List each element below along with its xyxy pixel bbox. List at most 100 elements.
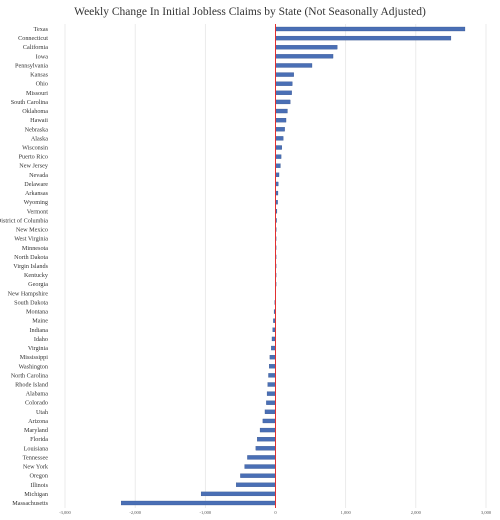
category-label: Oregon [29, 473, 48, 480]
bar [259, 427, 276, 433]
bar [269, 364, 276, 369]
category-label: Illinois [30, 482, 48, 489]
category-label: Iowa [36, 53, 49, 60]
category-label: North Carolina [11, 372, 49, 379]
bar [271, 345, 276, 351]
bar [275, 90, 292, 95]
category-label: Maryland [24, 427, 49, 434]
bar [275, 81, 293, 86]
bar [266, 391, 276, 396]
category-label: Minnesota [22, 245, 48, 252]
category-label: Georgia [28, 281, 48, 288]
bar [271, 336, 276, 342]
category-label: Alaska [31, 135, 48, 142]
category-label: Colorado [25, 400, 48, 407]
category-label: Washington [19, 363, 48, 370]
bar [275, 136, 284, 141]
category-label: Vermont [27, 208, 49, 215]
category-label-layer: Texas Connecticut California Iowa Pennsylvan… [0, 26, 49, 507]
bar [247, 455, 276, 460]
bar [266, 400, 276, 405]
bar [275, 99, 291, 105]
category-label: Connecticut [18, 35, 48, 42]
category-label: Kansas [30, 72, 48, 79]
category-label: New Hampshire [8, 290, 49, 297]
category-label: Rhode Island [15, 382, 49, 389]
category-label: Alabama [26, 391, 49, 398]
category-label: Wyoming [24, 199, 48, 206]
category-label: California [23, 44, 48, 51]
x-tick-label: 3,000 [481, 510, 492, 516]
x-tick-layer: -3,000 -2,000 -1,000 0 1,000 2,000 3,000 [59, 510, 492, 516]
category-label: Nebraska [25, 126, 49, 133]
category-label: Kentucky [24, 272, 49, 279]
category-label: Indiana [29, 327, 48, 334]
category-label: Montana [26, 309, 48, 316]
x-tick-label: -3,000 [59, 510, 71, 516]
bar [275, 45, 338, 50]
category-label: Hawaii [30, 117, 48, 124]
category-label: Arkansas [25, 190, 49, 197]
bar [275, 35, 452, 41]
category-label: Delaware [24, 181, 48, 188]
bar [120, 500, 276, 506]
chart-title: Weekly Change In Initial Jobless Claims … [74, 6, 426, 18]
bar [264, 409, 276, 414]
category-label: Pennsylvania [15, 62, 48, 69]
category-label: Texas [34, 26, 49, 33]
category-label: Tennessee [23, 454, 49, 461]
bar [275, 118, 287, 123]
bar [255, 446, 276, 451]
x-tick-label: -2,000 [129, 510, 141, 516]
bar [244, 464, 276, 469]
category-label: New York [23, 464, 49, 471]
bar [240, 473, 276, 478]
category-label: South Dakota [14, 299, 48, 306]
category-label: Mississippi [20, 354, 48, 361]
category-label: Nevada [29, 172, 48, 179]
category-label: Arizona [28, 418, 48, 425]
x-tick-label: 0 [274, 510, 277, 515]
category-label: Massachusetts [12, 500, 48, 507]
category-label: Missouri [26, 90, 48, 97]
category-label: South Carolina [11, 99, 49, 106]
category-label: Utah [36, 409, 49, 416]
x-tick-label: 1,000 [341, 510, 352, 516]
bar [236, 482, 276, 487]
category-label: Idaho [34, 336, 48, 343]
bar [275, 26, 466, 32]
category-label: West Virginia [14, 236, 48, 243]
category-label: Florida [30, 436, 48, 443]
bar [275, 72, 294, 77]
bar [275, 108, 288, 114]
category-label: New Jersey [19, 163, 49, 170]
bar [275, 154, 282, 159]
bar [267, 382, 276, 387]
category-label: Michigan [24, 491, 48, 498]
category-label: Oklahoma [22, 108, 48, 115]
category-label: Wisconsin [22, 145, 48, 152]
category-label: Virginia [28, 345, 48, 352]
bar [275, 172, 280, 177]
bar [257, 437, 276, 442]
bar-layer [120, 26, 466, 506]
bar [275, 145, 282, 150]
category-label: Louisiana [24, 445, 49, 452]
category-label: District of Columbia [0, 217, 48, 224]
bar [275, 63, 313, 68]
category-label: Puerto Rico [19, 154, 48, 161]
bar [269, 355, 276, 360]
bar [275, 127, 285, 132]
category-label: Maine [32, 318, 48, 325]
x-tick-label: 2,000 [411, 510, 422, 516]
bar [262, 418, 276, 424]
category-label: New Mexico [16, 227, 48, 234]
category-label: Ohio [36, 81, 48, 88]
grid-layer [64, 24, 487, 508]
category-label: Virgin Islands [13, 263, 48, 270]
bar [275, 163, 281, 168]
bar [275, 54, 334, 59]
category-label: North Dakota [14, 254, 48, 261]
